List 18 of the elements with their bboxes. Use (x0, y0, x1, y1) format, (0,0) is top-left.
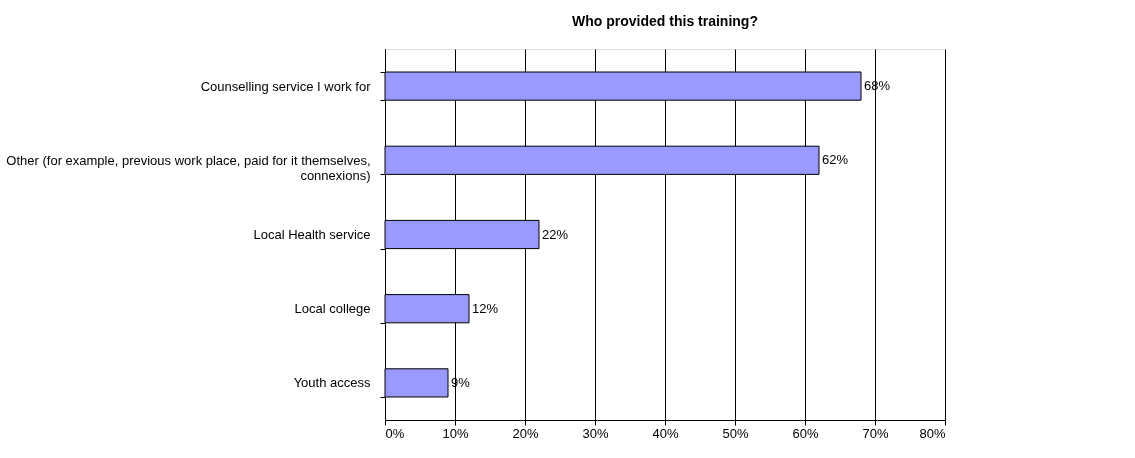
x-tick-label: 60% (792, 425, 819, 441)
x-tick-label: 80% (919, 425, 946, 441)
data-label: 22% (542, 226, 569, 242)
x-tick-label: 70% (862, 425, 889, 441)
x-tick-label: 10% (442, 425, 469, 441)
y-tick-label: Youth access (293, 375, 371, 391)
data-label: 62% (822, 152, 849, 168)
x-tick-label: 40% (652, 425, 679, 441)
x-tick-label: 0% (385, 425, 405, 441)
x-tick-label: 30% (582, 425, 609, 441)
y-tick-label: Other (for example, previous work place, paid for it themselves, connexions) (6, 152, 371, 183)
y-tick-label: Counselling service I work for (200, 78, 372, 94)
y-tick-label: Local college (294, 301, 371, 317)
y-tick-label: Local Health service (253, 227, 371, 242)
data-label: 12% (472, 300, 499, 316)
x-tick-label: 20% (512, 425, 539, 441)
chart-title: Who provided this training? (572, 13, 758, 29)
x-tick-label: 50% (722, 425, 749, 441)
